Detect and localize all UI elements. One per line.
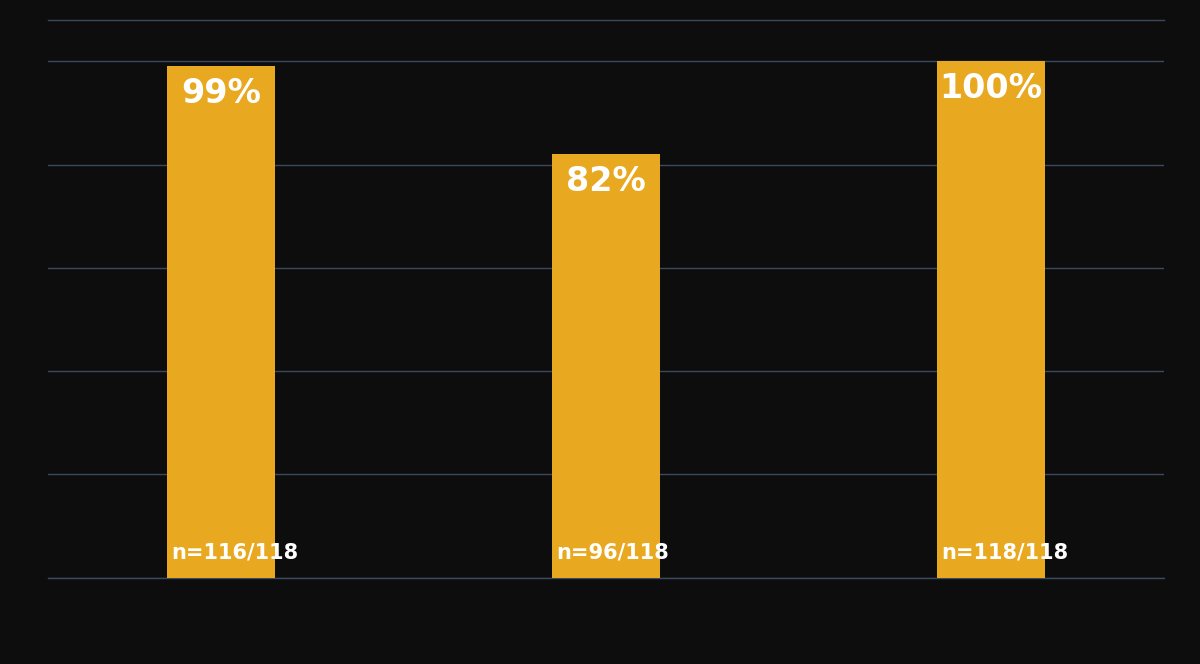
Text: 82%: 82% [566,165,646,197]
Text: 100%: 100% [940,72,1043,104]
Text: n=96/118: n=96/118 [556,542,668,562]
Text: n=118/118: n=118/118 [941,542,1068,562]
Text: n=116/118: n=116/118 [172,542,299,562]
Bar [937,61,1045,578]
Bar [552,154,660,578]
Bar [167,66,275,578]
Text: 99%: 99% [181,77,262,110]
